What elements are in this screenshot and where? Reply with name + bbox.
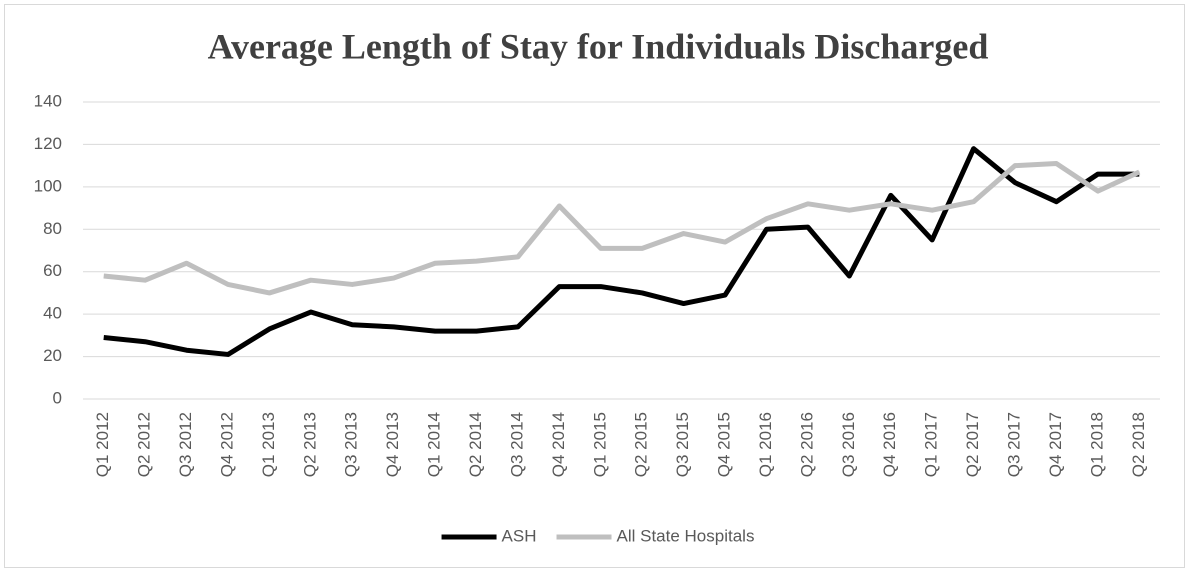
legend-label: All State Hospitals <box>617 526 755 545</box>
x-tick-label: Q1 2016 <box>756 412 775 477</box>
x-tick-label: Q2 2014 <box>466 412 485 477</box>
x-tick-label: Q3 2017 <box>1005 412 1024 477</box>
x-tick-label: Q3 2012 <box>176 412 195 477</box>
y-tick-label: 140 <box>34 91 62 110</box>
x-tick-label: Q2 2012 <box>135 412 154 477</box>
x-tick-label: Q2 2015 <box>632 412 651 477</box>
x-tick-label: Q2 2017 <box>963 412 982 477</box>
y-tick-label: 20 <box>43 346 62 365</box>
x-tick-label: Q3 2016 <box>839 412 858 477</box>
x-tick-label: Q3 2015 <box>673 412 692 477</box>
y-tick-label: 100 <box>34 176 62 195</box>
x-tick-label: Q4 2012 <box>217 412 236 477</box>
x-tick-label: Q4 2013 <box>383 412 402 477</box>
line-series <box>103 146 1140 357</box>
x-tick-label: Q2 2018 <box>1129 412 1148 477</box>
y-tick-label: 0 <box>53 388 62 407</box>
y-tick-label: 80 <box>43 219 62 238</box>
x-tick-label: Q4 2017 <box>1046 412 1065 477</box>
x-tick-label: Q1 2015 <box>590 412 609 477</box>
x-tick-label: Q1 2014 <box>425 412 444 477</box>
chart-title: Average Length of Stay for Individuals D… <box>208 26 989 66</box>
x-tick-label: Q2 2013 <box>300 412 319 477</box>
x-tick-label: Q4 2016 <box>880 412 899 477</box>
x-tick-label: Q1 2018 <box>1087 412 1106 477</box>
y-tick-label: 40 <box>43 304 62 323</box>
x-tick-label: Q3 2014 <box>507 412 526 477</box>
x-tick-label: Q4 2015 <box>715 412 734 477</box>
y-tick-label: 120 <box>34 134 62 153</box>
x-tick-label: Q1 2017 <box>922 412 941 477</box>
legend-label: ASH <box>502 526 537 545</box>
x-tick-label: Q3 2013 <box>342 412 361 477</box>
y-tick-label: 60 <box>43 261 62 280</box>
x-tick-label: Q4 2014 <box>549 412 568 477</box>
line-series <box>103 161 1141 296</box>
x-tick-label: Q1 2012 <box>93 412 112 477</box>
x-tick-label: Q2 2016 <box>797 412 816 477</box>
x-tick-label: Q1 2013 <box>259 412 278 477</box>
